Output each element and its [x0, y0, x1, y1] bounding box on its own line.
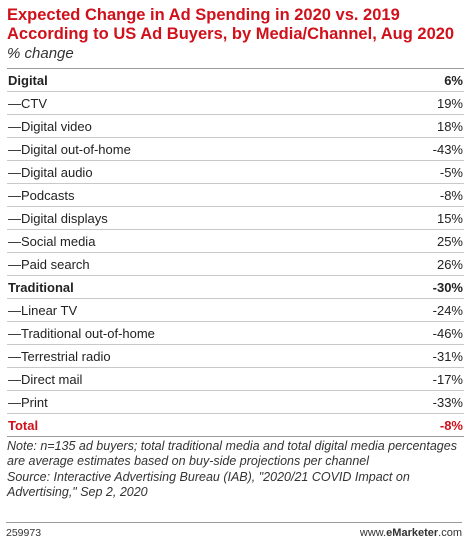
- row-label: —Social media: [8, 234, 96, 249]
- row-label: —Print: [8, 395, 48, 410]
- table-row: —Traditional out-of-home -46%: [7, 322, 464, 345]
- table-row: —Digital out-of-home -43%: [7, 138, 464, 161]
- chart-title: Expected Change in Ad Spending in 2020 v…: [7, 6, 455, 43]
- row-value: 25%: [436, 234, 463, 249]
- row-value: -33%: [432, 395, 463, 410]
- row-label: —Linear TV: [8, 303, 78, 318]
- row-label: —Traditional out-of-home: [8, 326, 155, 341]
- table-row: —Linear TV -24%: [7, 299, 464, 322]
- brand-suffix: .com: [438, 527, 462, 539]
- brand-name: eMarketer: [386, 527, 439, 539]
- brand-logo: www.eMarketer.com: [360, 527, 462, 539]
- chart-note: Note: n=135 ad buyers; total traditional…: [7, 439, 457, 468]
- group-row: Traditional -30%: [7, 276, 464, 299]
- row-value: 19%: [436, 96, 463, 111]
- row-value: -5%: [439, 165, 463, 180]
- row-value: -46%: [432, 326, 463, 341]
- row-label: —Paid search: [8, 257, 90, 272]
- row-value: 18%: [436, 119, 463, 134]
- table-row: —Print -33%: [7, 391, 464, 414]
- row-label: —Digital displays: [8, 211, 108, 226]
- row-value: 15%: [436, 211, 463, 226]
- chart-id: 259973: [6, 527, 42, 539]
- row-label: Total: [8, 418, 39, 433]
- data-table: Digital 6% —CTV 19% —Digital video 18% —Digita…: [7, 68, 464, 437]
- brand-prefix: www.: [359, 527, 387, 539]
- total-row: Total -8%: [7, 414, 464, 437]
- row-label: —Digital video: [8, 119, 92, 134]
- table-row: —Podcasts -8%: [7, 184, 464, 207]
- chart-source: Source: Interactive Advertising Bureau (…: [7, 470, 410, 499]
- group-row: Digital 6%: [7, 69, 464, 92]
- row-value: -31%: [432, 349, 463, 364]
- row-label: Digital: [8, 73, 48, 88]
- row-label: —Digital audio: [8, 165, 93, 180]
- row-value: -8%: [439, 418, 463, 433]
- table-row: —Direct mail -17%: [7, 368, 464, 391]
- table-row: —Digital video 18%: [7, 115, 464, 138]
- table-row: —Digital displays 15%: [7, 207, 464, 230]
- row-label: —Direct mail: [8, 372, 83, 387]
- row-value: -24%: [432, 303, 463, 318]
- table-row: —Terrestrial radio -31%: [7, 345, 464, 368]
- row-value: -43%: [432, 142, 463, 157]
- table-row: —Paid search 26%: [7, 253, 464, 276]
- row-label: —CTV: [8, 96, 47, 111]
- chart-container: Expected Change in Ad Spending in 2020 v…: [7, 6, 464, 499]
- row-label: Traditional: [8, 280, 74, 295]
- table-row: —Digital audio -5%: [7, 161, 464, 184]
- row-value: 6%: [444, 73, 463, 88]
- row-value: -8%: [439, 188, 463, 203]
- row-label: —Digital out-of-home: [8, 142, 131, 157]
- row-value: -17%: [432, 372, 463, 387]
- chart-subtitle: % change: [7, 45, 74, 62]
- row-label: —Terrestrial radio: [8, 349, 111, 364]
- row-label: —Podcasts: [8, 188, 75, 203]
- row-value: 26%: [436, 257, 463, 272]
- table-row: —Social media 25%: [7, 230, 464, 253]
- row-value: -30%: [432, 280, 463, 295]
- table-row: —CTV 19%: [7, 92, 464, 115]
- footer: 259973 www.eMarketer.com: [6, 522, 462, 539]
